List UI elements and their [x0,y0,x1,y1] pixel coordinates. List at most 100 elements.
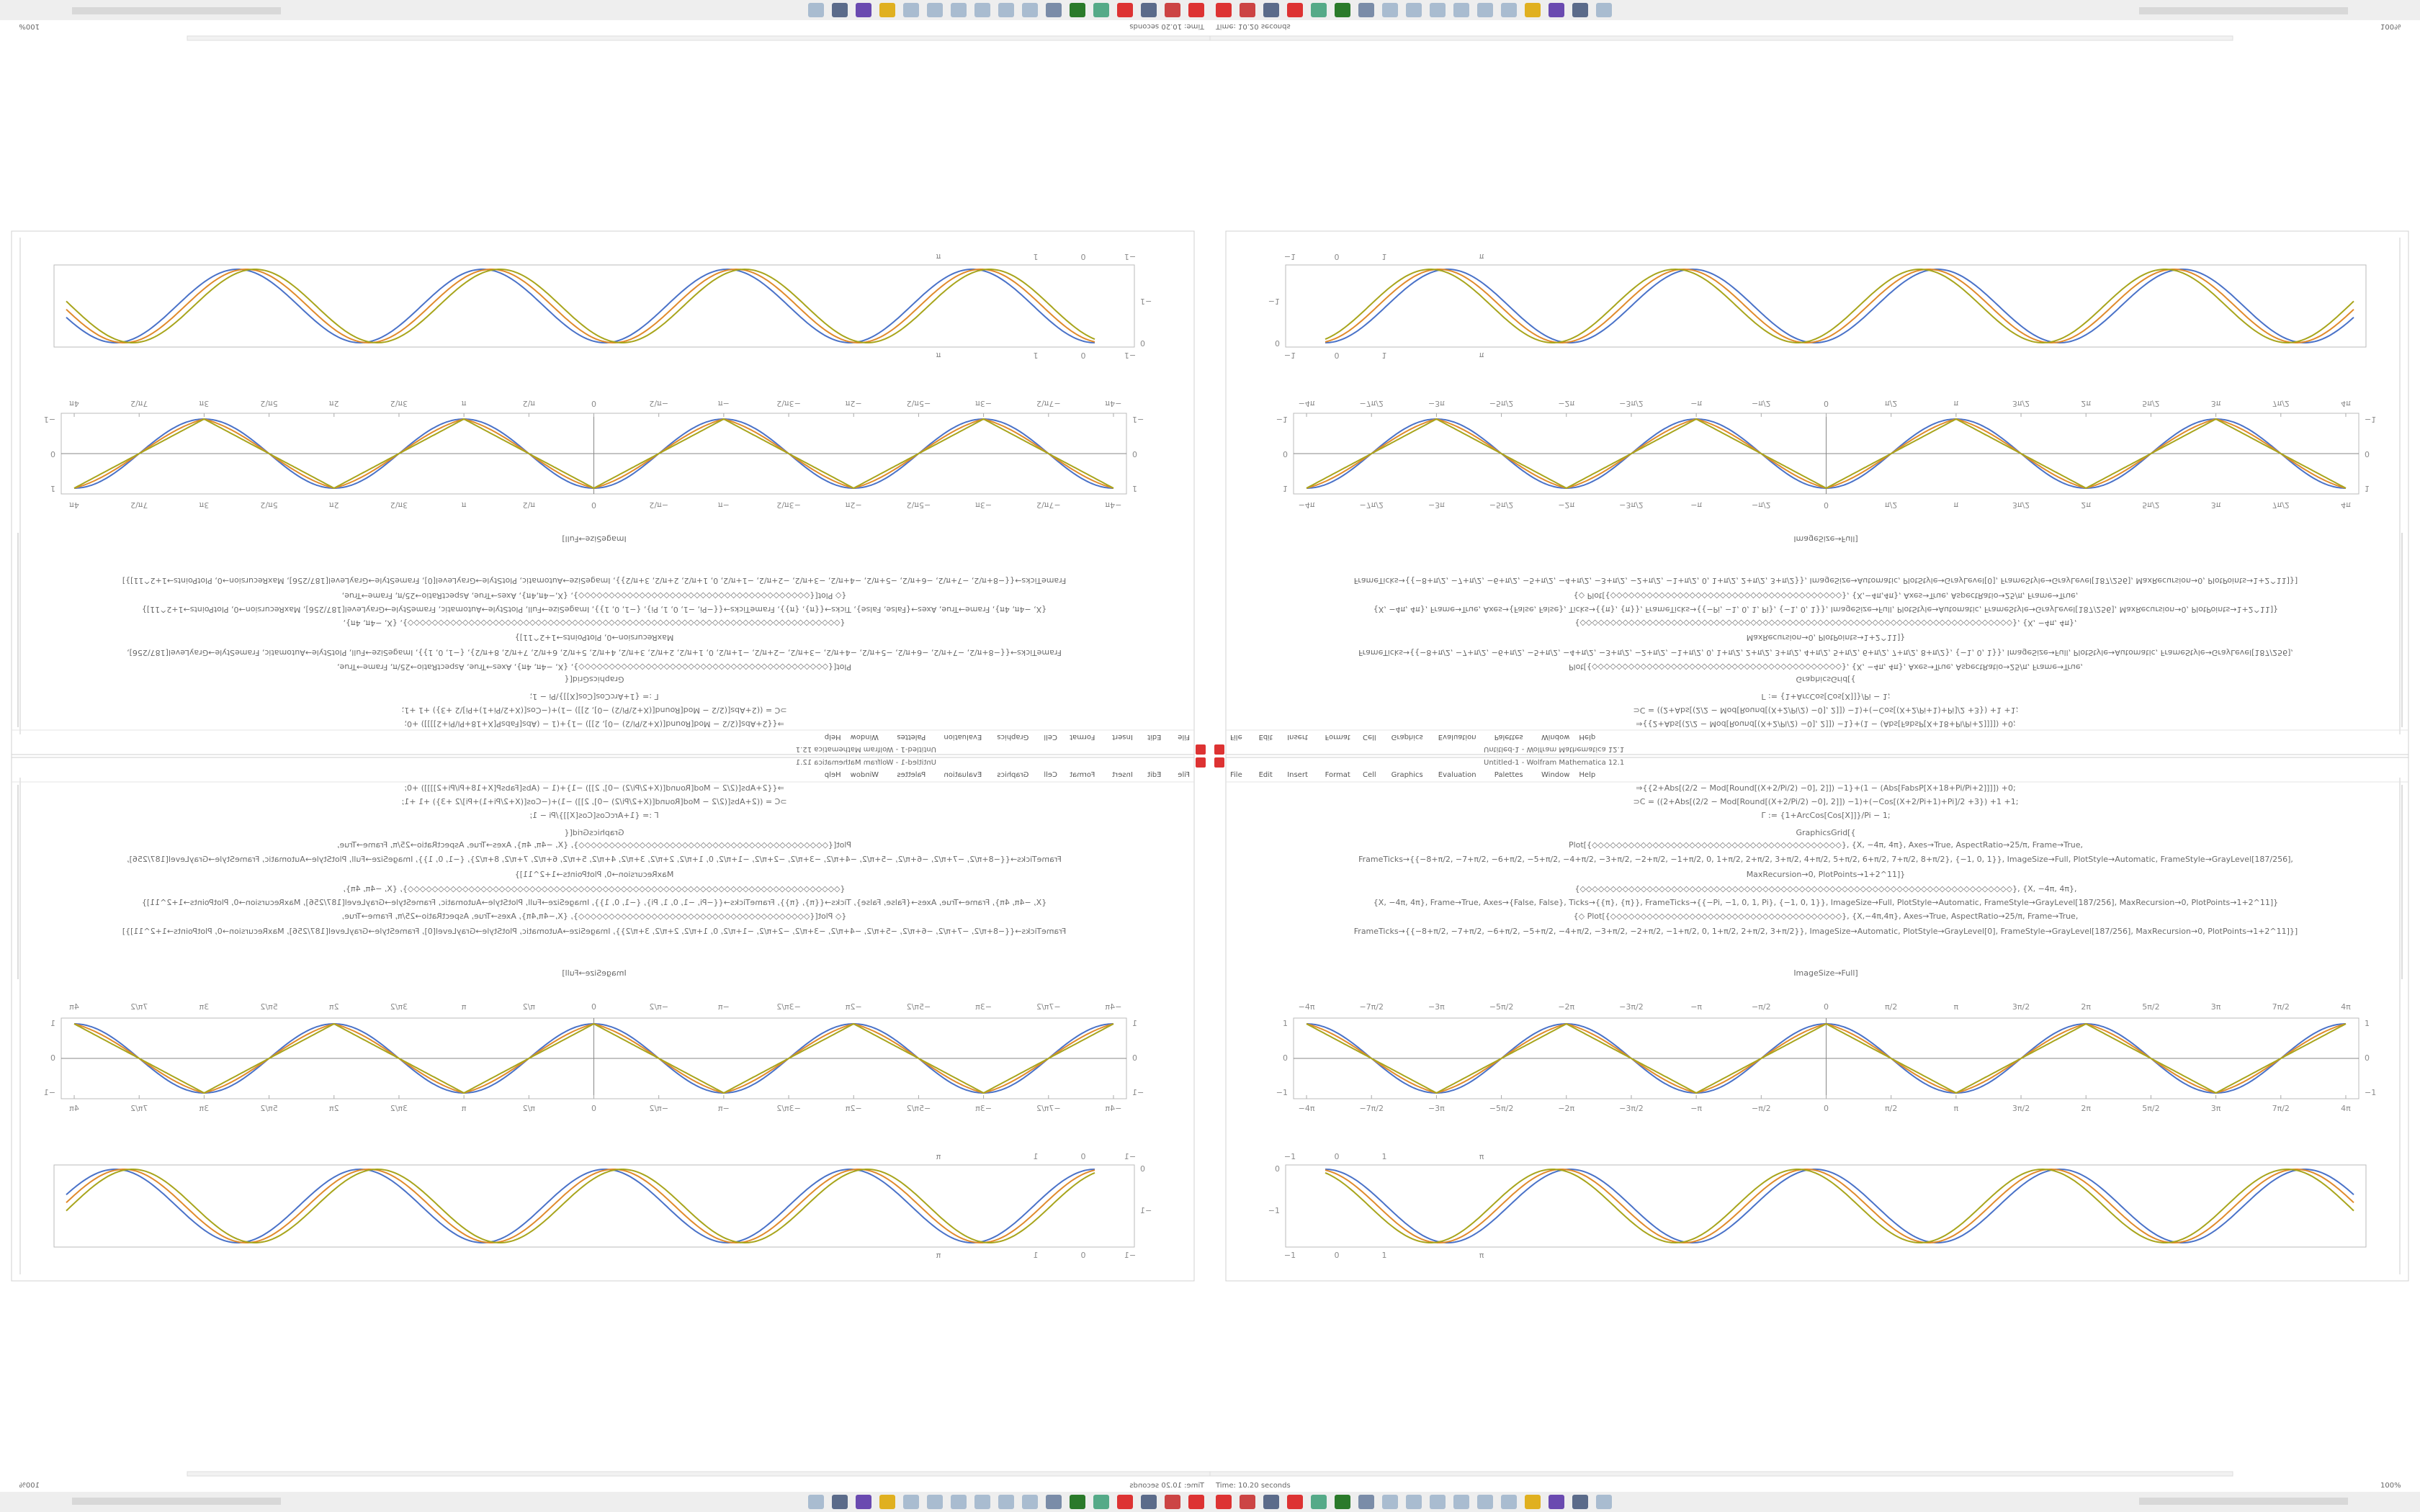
menu-item[interactable]: Palettes [1494,733,1523,741]
menu-item[interactable]: Evaluation [1438,771,1476,779]
menu-item[interactable]: File [1230,733,1242,741]
menu-item[interactable]: Window [851,771,879,779]
taskbar-icon[interactable] [1141,3,1157,17]
taskbar-icon[interactable] [1093,1495,1109,1509]
taskbar-icon[interactable] [1549,3,1564,17]
taskbar-icon[interactable] [1070,1495,1085,1509]
taskbar-icon[interactable] [1022,3,1038,17]
close-button[interactable] [1196,744,1206,755]
menu-item[interactable]: Window [1541,733,1569,741]
taskbar-icon[interactable] [1240,1495,1255,1509]
taskbar-icon[interactable] [1572,3,1588,17]
menu-item[interactable]: Format [1070,733,1095,741]
menu-item[interactable]: File [1178,771,1190,779]
menu-item[interactable]: Help [825,771,841,779]
taskbar-icon[interactable] [1093,3,1109,17]
taskbar-icon[interactable] [1046,3,1062,17]
menu-item[interactable]: Evaluation [944,733,982,741]
taskbar-icon[interactable] [1311,3,1327,17]
taskbar-icon[interactable] [1263,1495,1279,1509]
menu-item[interactable]: Format [1325,771,1350,779]
taskbar-icon[interactable] [1216,1495,1232,1509]
menu-item[interactable]: Format [1070,771,1095,779]
taskbar-icon[interactable] [1188,1495,1204,1509]
menu-item[interactable]: Window [1541,771,1569,779]
taskbar-icon[interactable] [856,1495,871,1509]
taskbar-icon[interactable] [1216,3,1232,17]
taskbar-icon[interactable] [1406,1495,1422,1509]
scrollbar[interactable] [187,1471,1211,1477]
menu-item[interactable]: Insert [1287,733,1308,741]
menu-item[interactable]: Palettes [1494,771,1523,779]
menu-item[interactable]: Graphics [997,771,1028,779]
close-button[interactable] [1196,757,1206,768]
taskbar-icon[interactable] [1477,3,1493,17]
zoom-level[interactable]: 100% [2380,1482,2401,1490]
taskbar-icon[interactable] [1263,3,1279,17]
taskbar-icon[interactable] [998,3,1014,17]
taskbar-icon[interactable] [1477,1495,1493,1509]
taskbar-icon[interactable] [1525,1495,1541,1509]
scrollbar[interactable] [187,35,1211,41]
taskbar-icon[interactable] [1165,3,1180,17]
taskbar-icon[interactable] [1022,1495,1038,1509]
zoom-level[interactable]: 100% [19,22,40,30]
menu-item[interactable]: Help [1579,733,1595,741]
menu-item[interactable]: Edit [1147,771,1161,779]
menu-item[interactable]: Cell [1044,733,1057,741]
taskbar-icon[interactable] [1501,3,1517,17]
taskbar-icon[interactable] [1430,3,1446,17]
menu-item[interactable]: Edit [1147,733,1161,741]
taskbar-icon[interactable] [1117,3,1133,17]
taskbar-icon[interactable] [927,3,943,17]
menu-item[interactable]: Help [1579,771,1595,779]
taskbar-icon[interactable] [808,3,824,17]
taskbar-icon[interactable] [1311,1495,1327,1509]
taskbar-icon[interactable] [1358,3,1374,17]
menu-item[interactable]: Edit [1259,733,1273,741]
menu-item[interactable]: Graphics [1392,771,1423,779]
taskbar-icon[interactable] [974,1495,990,1509]
menu-item[interactable]: Cell [1363,771,1376,779]
taskbar-icon[interactable] [879,1495,895,1509]
taskbar-icon[interactable] [1406,3,1422,17]
taskbar-icon[interactable] [1165,1495,1180,1509]
taskbar-icon[interactable] [1549,1495,1564,1509]
scrollbar[interactable] [1209,1471,2233,1477]
taskbar-icon[interactable] [808,1495,824,1509]
menu-item[interactable]: Window [851,733,879,741]
taskbar-icon[interactable] [951,1495,967,1509]
taskbar-icon[interactable] [951,3,967,17]
taskbar-icon[interactable] [879,3,895,17]
taskbar-icon[interactable] [1382,3,1398,17]
menu-item[interactable]: Evaluation [1438,733,1476,741]
taskbar-icon[interactable] [1188,3,1204,17]
taskbar-icon[interactable] [1596,1495,1612,1509]
menu-item[interactable]: Insert [1112,771,1133,779]
taskbar-icon[interactable] [1335,1495,1350,1509]
taskbar-icon[interactable] [974,3,990,17]
taskbar-icon[interactable] [1141,1495,1157,1509]
taskbar-icon[interactable] [832,3,848,17]
taskbar-icon[interactable] [1382,1495,1398,1509]
taskbar-icon[interactable] [1453,1495,1469,1509]
taskbar-icon[interactable] [903,1495,919,1509]
menu-item[interactable]: Palettes [897,733,926,741]
taskbar-icon[interactable] [1358,1495,1374,1509]
close-button[interactable] [1214,757,1224,768]
menu-item[interactable]: Evaluation [944,771,982,779]
menu-item[interactable]: Palettes [897,771,926,779]
taskbar-icon[interactable] [1572,1495,1588,1509]
menu-item[interactable]: File [1178,733,1190,741]
taskbar-icon[interactable] [1046,1495,1062,1509]
taskbar-icon[interactable] [1287,3,1303,17]
menu-item[interactable]: Edit [1259,771,1273,779]
close-button[interactable] [1214,744,1224,755]
taskbar-icon[interactable] [1070,3,1085,17]
taskbar-icon[interactable] [1453,3,1469,17]
taskbar-icon[interactable] [1501,1495,1517,1509]
menu-item[interactable]: Insert [1287,771,1308,779]
taskbar-icon[interactable] [832,1495,848,1509]
taskbar-icon[interactable] [1335,3,1350,17]
menu-item[interactable]: File [1230,771,1242,779]
